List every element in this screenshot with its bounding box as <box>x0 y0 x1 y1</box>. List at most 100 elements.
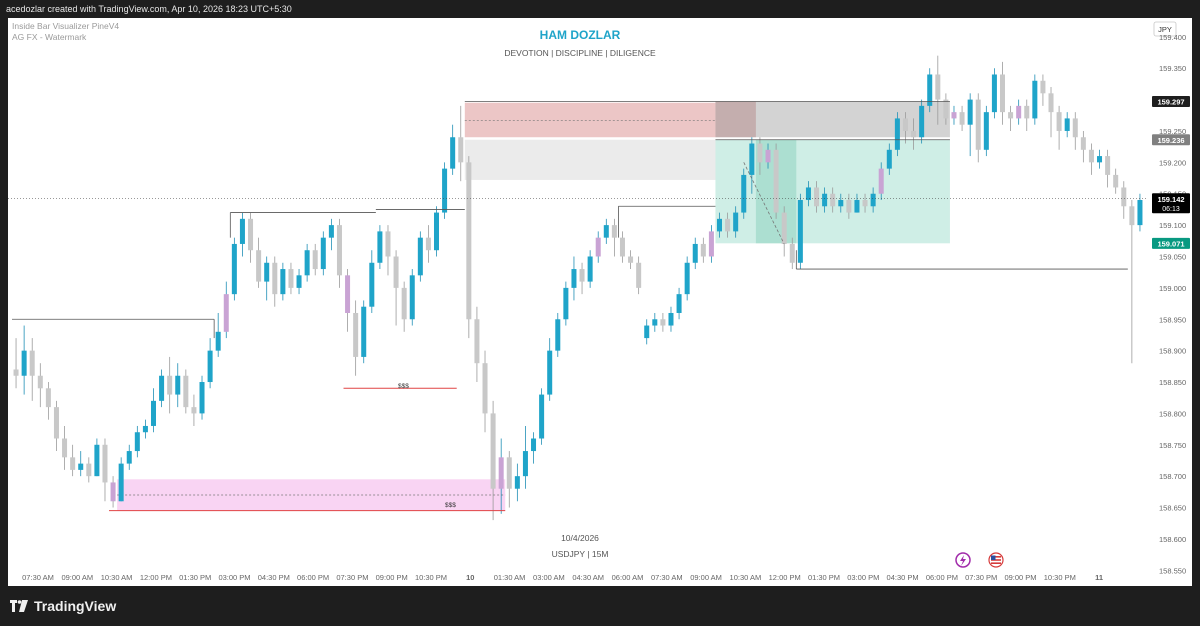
candle-body[interactable] <box>547 350 553 395</box>
candle-body[interactable] <box>118 463 124 502</box>
candle-body[interactable] <box>1072 118 1078 138</box>
candle-body[interactable] <box>765 149 771 163</box>
candle-body[interactable] <box>935 74 941 100</box>
candle-body[interactable] <box>458 137 464 163</box>
candle-body[interactable] <box>37 375 43 389</box>
candle-body[interactable] <box>757 143 763 163</box>
candle-body[interactable] <box>587 256 593 282</box>
candle-body[interactable] <box>13 369 19 376</box>
candle-body[interactable] <box>870 193 876 207</box>
candle-body[interactable] <box>450 137 456 169</box>
candle-body[interactable] <box>1024 105 1030 119</box>
us-flag-icon[interactable] <box>988 552 1004 568</box>
candle-body[interactable] <box>733 212 739 232</box>
candle-body[interactable] <box>134 432 140 452</box>
candle-body[interactable] <box>21 350 27 376</box>
candle-body[interactable] <box>1080 137 1086 150</box>
price-badge[interactable] <box>1152 193 1190 214</box>
candle-body[interactable] <box>377 231 383 263</box>
lightning-icon[interactable] <box>955 552 971 568</box>
candle-body[interactable] <box>854 200 860 213</box>
candle-body[interactable] <box>110 482 116 502</box>
candle-body[interactable] <box>959 112 965 125</box>
candle-body[interactable] <box>668 312 674 326</box>
candle-body[interactable] <box>442 168 448 213</box>
candle-body[interactable] <box>336 225 342 276</box>
candle-body[interactable] <box>53 407 59 439</box>
candle-body[interactable] <box>296 275 302 288</box>
candle-body[interactable] <box>894 118 900 150</box>
candle-body[interactable] <box>1056 112 1062 131</box>
candle-body[interactable] <box>644 325 650 339</box>
candle-body[interactable] <box>272 262 278 295</box>
candle-body[interactable] <box>571 269 577 288</box>
candle-body[interactable] <box>579 269 585 282</box>
candle-body[interactable] <box>369 262 375 307</box>
candle-body[interactable] <box>1105 156 1111 175</box>
candle-body[interactable] <box>805 187 811 201</box>
candle-body[interactable] <box>1113 174 1119 188</box>
candle-body[interactable] <box>999 74 1006 113</box>
candle-body[interactable] <box>490 413 496 489</box>
candle-body[interactable] <box>231 243 237 295</box>
candle-body[interactable] <box>1048 93 1054 113</box>
candle-body[interactable] <box>256 250 262 282</box>
candle-body[interactable] <box>223 294 229 332</box>
candle-body[interactable] <box>555 319 561 351</box>
candle-body[interactable] <box>425 237 431 251</box>
candle-body[interactable] <box>142 425 148 433</box>
candle-body[interactable] <box>1137 200 1143 226</box>
candle-body[interactable] <box>684 262 690 295</box>
price-badge[interactable] <box>1152 134 1190 146</box>
candle-body[interactable] <box>797 200 803 263</box>
candle-body[interactable] <box>652 319 658 326</box>
candle-body[interactable] <box>62 438 68 458</box>
candle-body[interactable] <box>531 438 537 452</box>
candle-body[interactable] <box>94 444 100 477</box>
candle-body[interactable] <box>175 375 181 395</box>
candle-body[interactable] <box>522 451 528 477</box>
candle-body[interactable] <box>320 237 326 270</box>
price-badge[interactable] <box>1152 95 1190 107</box>
candle-body[interactable] <box>700 243 706 257</box>
candle-body[interactable] <box>676 294 682 313</box>
candle-body[interactable] <box>409 275 415 320</box>
candle-body[interactable] <box>822 193 828 207</box>
candle-body[interactable] <box>183 375 189 408</box>
candle-body[interactable] <box>433 212 440 251</box>
candle-body[interactable] <box>1040 80 1046 94</box>
candle-body[interactable] <box>830 193 836 207</box>
candle-body[interactable] <box>846 200 852 213</box>
candle-body[interactable] <box>167 375 173 395</box>
candle-body[interactable] <box>911 130 917 138</box>
candle-body[interactable] <box>814 187 820 207</box>
candle-body[interactable] <box>70 457 76 470</box>
candle-body[interactable] <box>1097 156 1103 163</box>
candle-body[interactable] <box>951 112 957 119</box>
candle-body[interactable] <box>967 99 973 125</box>
candle-body[interactable] <box>150 400 157 426</box>
candle-body[interactable] <box>902 118 908 131</box>
candle-body[interactable] <box>45 388 51 408</box>
price-chart[interactable]: Inside Bar Visualizer PineV4 AG FX - Wat… <box>8 18 1192 586</box>
candle-body[interactable] <box>983 112 989 150</box>
candle-body[interactable] <box>328 225 334 238</box>
candle-body[interactable] <box>312 250 318 270</box>
candle-body[interactable] <box>749 143 755 175</box>
candle-body[interactable] <box>789 243 795 263</box>
candle-body[interactable] <box>215 331 221 351</box>
candle-body[interactable] <box>862 200 868 207</box>
candle-body[interactable] <box>603 225 609 238</box>
candle-body[interactable] <box>692 243 698 263</box>
candle-body[interactable] <box>991 74 997 113</box>
candle-body[interactable] <box>385 231 391 257</box>
price-axis[interactable]: JPY 159.400159.350159.300159.250159.2001… <box>1148 18 1192 586</box>
candle-body[interactable] <box>1064 118 1070 131</box>
candle-body[interactable] <box>86 463 92 477</box>
candle-body[interactable] <box>361 306 367 357</box>
candle-body[interactable] <box>466 162 472 320</box>
candle-body[interactable] <box>288 269 294 288</box>
candle-body[interactable] <box>29 350 35 376</box>
candle-body[interactable] <box>781 212 787 244</box>
candle-body[interactable] <box>878 168 884 194</box>
